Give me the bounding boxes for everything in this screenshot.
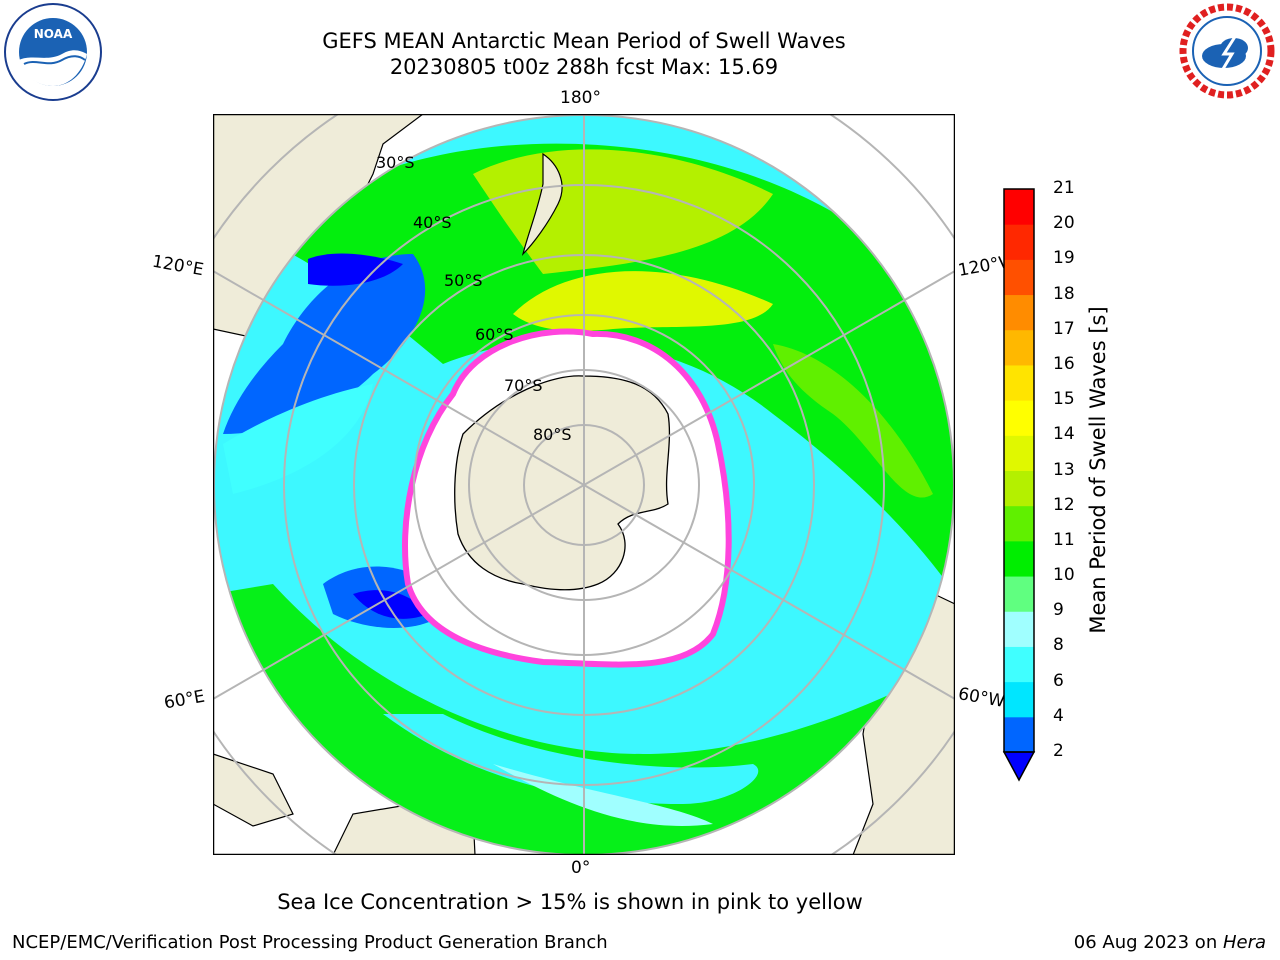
- lon-label-right-lower: 60°W: [956, 684, 1007, 712]
- colorbar-tick-label: 8: [1053, 635, 1064, 656]
- colorbar-segment: [1004, 329, 1034, 366]
- colorbar: [1002, 188, 1036, 782]
- noaa-logo-text: NOAA: [34, 27, 73, 41]
- colorbar-tick-label: 18: [1053, 283, 1075, 304]
- sea-ice-caption: Sea Ice Concentration > 15% is shown in …: [277, 890, 863, 914]
- colorbar-tick-label: 21: [1053, 178, 1075, 198]
- polar-map: [213, 114, 955, 855]
- lat-label-40s: 40°S: [413, 213, 452, 232]
- lat-label-70s: 70°S: [504, 376, 543, 395]
- lat-label-30s: 30°S: [376, 153, 415, 172]
- swell-band-2s-australia: [308, 253, 403, 286]
- colorbar-tick-label: 10: [1053, 565, 1075, 586]
- colorbar-segment: [1004, 259, 1034, 296]
- colorbar-segment: [1004, 576, 1034, 612]
- colorbar-segment: [1004, 224, 1034, 260]
- colorbar-segment: [1004, 540, 1034, 577]
- colorbar-tick-label: 11: [1053, 529, 1075, 550]
- colorbar-tick-label: 15: [1053, 389, 1075, 410]
- swell-band-2s-indian: [353, 590, 428, 619]
- nws-logo: [1179, 3, 1275, 99]
- colorbar-tick-label: 6: [1053, 670, 1064, 691]
- colorbar-tick-label: 2: [1053, 741, 1064, 761]
- figure-title: GEFS MEAN Antarctic Mean Period of Swell…: [322, 29, 846, 53]
- colorbar-label: Mean Period of Swell Waves [s]: [1086, 306, 1110, 634]
- swell-band-10s: [214, 584, 933, 855]
- madagascar-land: [213, 753, 294, 827]
- footer-branch: NCEP/EMC/Verification Post Processing Pr…: [12, 932, 608, 953]
- colorbar-segment: [1004, 505, 1034, 542]
- colorbar-tick-label: 13: [1053, 459, 1075, 480]
- footer-date-text: 06 Aug 2023 on: [1073, 932, 1223, 953]
- noaa-logo: NOAA: [4, 3, 102, 101]
- swell-band-12s: [773, 344, 933, 498]
- colorbar-segment: [1004, 364, 1034, 401]
- colorbar-tick-label: 19: [1053, 248, 1075, 269]
- swell-band-8s: [493, 764, 713, 826]
- colorbar-segment: [1004, 611, 1034, 647]
- colorbar-tick-label: 17: [1053, 318, 1075, 339]
- colorbar-segment: [1004, 470, 1034, 507]
- colorbar-tick-label: 20: [1053, 213, 1075, 234]
- figure-subtitle: 20230805 t00z 288h fcst Max: 15.69: [389, 55, 779, 79]
- colorbar-tick-label: 12: [1053, 494, 1075, 515]
- lon-label-top: 180°: [560, 88, 601, 108]
- footer-date: 06 Aug 2023 on Hera: [1074, 932, 1266, 953]
- footer-host: Hera: [1222, 932, 1266, 953]
- colorbar-extend-min: [1002, 751, 1036, 782]
- new-zealand-land: [521, 152, 563, 256]
- swell-band-6s-west: [223, 384, 373, 494]
- colorbar-segment: [1004, 294, 1034, 331]
- colorbar-frame: [1003, 188, 1035, 753]
- colorbar-tick-label: 4: [1053, 705, 1064, 726]
- map-frame: [213, 114, 955, 855]
- colorbar-segment: [1004, 681, 1034, 718]
- lat-label-60s: 60°S: [475, 325, 514, 344]
- colorbar-segment: [1004, 189, 1034, 225]
- colorbar-tick-label: 16: [1053, 353, 1075, 374]
- lon-label-bottom: 0°: [571, 858, 591, 878]
- lon-label-left-lower: 60°E: [162, 686, 207, 714]
- colorbar-tick-label: 9: [1053, 600, 1064, 621]
- lat-label-50s: 50°S: [444, 271, 483, 290]
- lat-label-80s: 80°S: [533, 425, 572, 444]
- swell-band-11s: [273, 143, 954, 594]
- caption-container: Sea Ice Concentration > 15% is shown in …: [0, 890, 1280, 914]
- colorbar-segment: [1004, 435, 1034, 471]
- colorbar-segment: [1004, 646, 1034, 683]
- swell-band-4s-australia: [223, 254, 426, 434]
- swell-band-6s: [383, 714, 759, 804]
- lon-label-left-upper: 120°E: [150, 251, 206, 281]
- colorbar-segment: [1004, 400, 1034, 436]
- colorbar-segment: [1004, 716, 1034, 753]
- colorbar-tick-label: 14: [1053, 424, 1075, 445]
